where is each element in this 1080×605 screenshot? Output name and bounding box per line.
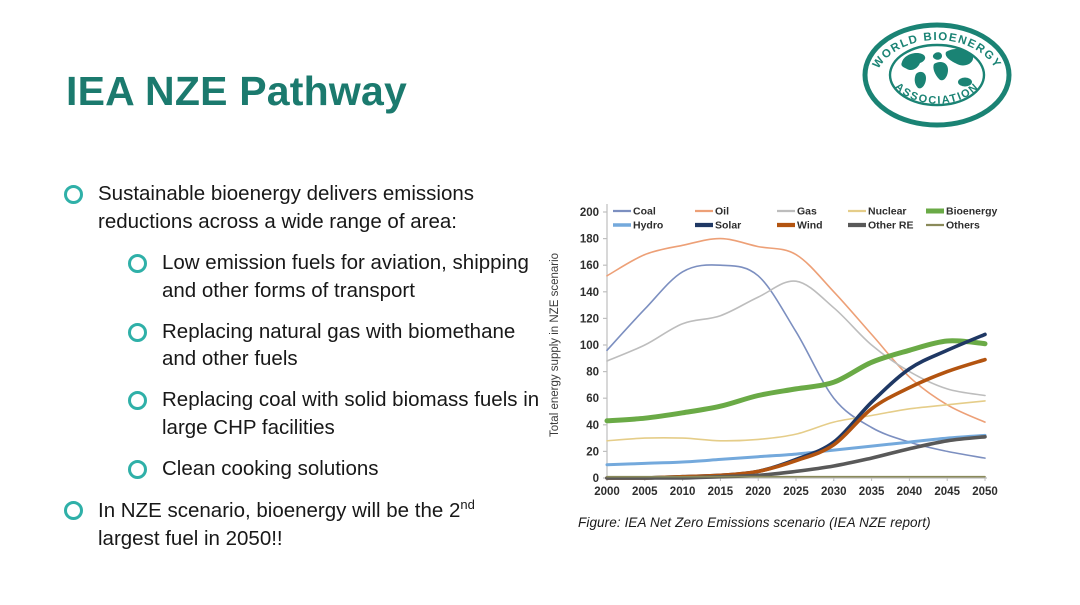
x-tick-label: 2005 — [632, 486, 658, 498]
ordinal-superscript: nd — [460, 496, 475, 512]
bullet-ring-icon — [128, 253, 147, 273]
world-map-icon — [901, 48, 974, 89]
bullet-ring-icon — [128, 391, 147, 411]
bullet-sub-transport: Low emission fuels for aviation, shippin… — [128, 249, 544, 305]
bullet-sub-clean-cooking: Clean cooking solutions — [128, 455, 544, 483]
bullet-conclusion: In NZE scenario, bioenergy will be the 2… — [64, 496, 544, 553]
series-line-coal — [606, 264, 986, 459]
bullet-ring-icon — [64, 500, 83, 520]
world-bioenergy-association-logo: WORLD BIOENERGY ASSOCIATION — [862, 22, 1012, 128]
y-tick-label: 160 — [580, 260, 599, 272]
legend-label-coal: Coal — [633, 206, 656, 218]
legend-label-nuclear: Nuclear — [868, 206, 907, 218]
series-line-hydro — [605, 433, 987, 467]
legend-label-hydro: Hydro — [633, 220, 663, 232]
legend-label-bioenergy: Bioenergy — [946, 206, 998, 218]
legend-label-solar: Solar — [715, 220, 741, 232]
x-tick-label: 2045 — [934, 486, 960, 498]
y-tick-label: 0 — [593, 473, 599, 485]
series-line-nuclear — [606, 400, 986, 442]
y-tick-label: 140 — [580, 287, 599, 299]
y-tick-label: 20 — [586, 446, 599, 458]
series-line-bioenergy — [604, 338, 988, 424]
x-tick-label: 2020 — [745, 486, 771, 498]
x-tick-label: 2015 — [708, 486, 734, 498]
series-line-oil — [606, 237, 986, 423]
x-tick-label: 2000 — [594, 486, 620, 498]
bullet-sub-text: Replacing coal with solid biomass fuels … — [162, 388, 540, 440]
y-tick-label: 180 — [580, 234, 599, 246]
bullet-sub-text: Low emission fuels for aviation, shippin… — [162, 250, 529, 302]
legend-label-other-re: Other RE — [868, 220, 914, 232]
x-tick-label: 2040 — [897, 486, 923, 498]
bullet-ring-icon — [64, 185, 83, 204]
y-tick-label: 100 — [580, 340, 599, 352]
series-line-wind — [605, 357, 987, 480]
x-tick-label: 2025 — [783, 486, 809, 498]
bullet-sub-text: Clean cooking solutions — [162, 457, 379, 480]
legend-label-gas: Gas — [797, 206, 817, 218]
bullet-conclusion-text: In NZE scenario, bioenergy will be the 2… — [98, 496, 475, 550]
y-tick-label: 120 — [580, 313, 599, 325]
bullet-ring-icon — [128, 460, 147, 479]
y-axis-title: Total energy supply in NZE scenario — [549, 253, 561, 437]
series-line-gas — [606, 280, 986, 397]
legend-label-others: Others — [946, 220, 980, 232]
y-tick-label: 60 — [586, 393, 599, 405]
y-tick-label: 40 — [586, 420, 599, 432]
nze-energy-supply-chart: 0 20 40 60 80 100 120 140 160 180 200 2000 2005 2010 2… — [545, 188, 1015, 510]
bullet-sub-biomethane: Replacing natural gas with biomethane an… — [128, 318, 544, 374]
bullet-intro-text: Sustainable bioenergy delivers emissions… — [98, 182, 475, 233]
bullet-list: Sustainable bioenergy delivers emissions… — [64, 180, 544, 565]
legend-label-wind: Wind — [797, 220, 823, 232]
page-title: IEA NZE Pathway — [66, 68, 407, 114]
x-tick-label: 2035 — [859, 486, 885, 498]
legend-label-oil: Oil — [715, 206, 729, 218]
figure-caption: Figure: IEA Net Zero Emissions scenario … — [578, 515, 931, 530]
series-line-other-re — [605, 435, 987, 480]
x-tick-label: 2030 — [821, 486, 847, 498]
x-tick-label: 2010 — [670, 486, 696, 498]
bullet-intro: Sustainable bioenergy delivers emissions… — [64, 180, 544, 236]
y-tick-label: 200 — [580, 207, 599, 219]
x-tick-label: 2050 — [972, 486, 998, 498]
bullet-sub-text: Replacing natural gas with biomethane an… — [162, 319, 516, 371]
bullet-sub-coal-replacement: Replacing coal with solid biomass fuels … — [128, 386, 544, 442]
y-tick-label: 80 — [586, 367, 599, 379]
bullet-ring-icon — [128, 322, 147, 342]
logo-emblem-icon: WORLD BIOENERGY ASSOCIATION — [862, 22, 1012, 128]
